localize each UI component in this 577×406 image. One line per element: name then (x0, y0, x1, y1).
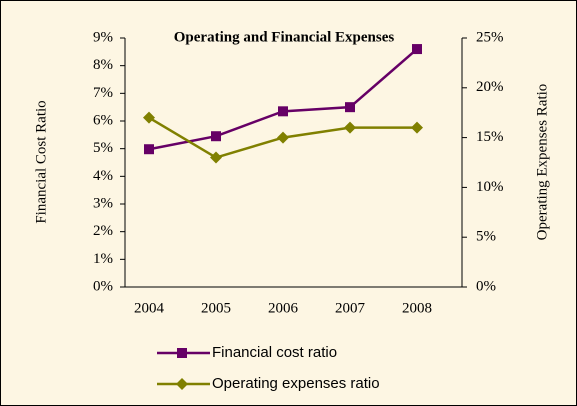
point (278, 106, 288, 117)
x-tick-label: 2006 (268, 300, 299, 316)
y-tick-label: 2% (93, 223, 113, 239)
y2-tick-label: 0% (476, 278, 496, 294)
y-tick-label: 0% (93, 278, 113, 294)
y2-tick-label: 15% (476, 129, 504, 145)
y-tick-label: 3% (93, 195, 113, 211)
point (344, 121, 356, 134)
x-tick-label: 2008 (402, 300, 432, 316)
point (345, 102, 355, 113)
y2-tick-label: 25% (476, 29, 504, 45)
legend-marker (176, 378, 188, 390)
point (277, 131, 289, 144)
x-tick-label: 2004 (134, 300, 165, 316)
y-tick-label: 1% (93, 251, 113, 267)
point (411, 121, 423, 134)
y2-tick-label: 20% (476, 79, 504, 95)
x-tick-label: 2007 (335, 300, 366, 316)
y-tick-label: 4% (93, 168, 113, 184)
y2-tick-label: 10% (476, 179, 504, 195)
y-tick-label: 6% (93, 112, 113, 128)
y2-tick-label: 5% (476, 229, 496, 245)
point (412, 44, 422, 55)
legend-label: Financial cost ratio (212, 344, 337, 361)
point (143, 111, 155, 124)
y-tick-label: 8% (93, 57, 113, 73)
point (210, 151, 222, 164)
chart-title: Operating and Financial Expenses (174, 29, 395, 45)
y-tick-label: 9% (93, 29, 113, 45)
point (211, 131, 221, 142)
point (144, 144, 154, 155)
y-tick-label: 5% (93, 140, 113, 156)
y2-axis-label: Operating Expenses Ratio (534, 84, 550, 241)
legend-marker (177, 348, 187, 358)
legend-label: Operating expenses ratio (212, 375, 380, 392)
x-tick-label: 2005 (201, 300, 231, 316)
y-axis-label: Financial Cost Ratio (33, 100, 49, 223)
y-tick-label: 7% (93, 85, 113, 101)
